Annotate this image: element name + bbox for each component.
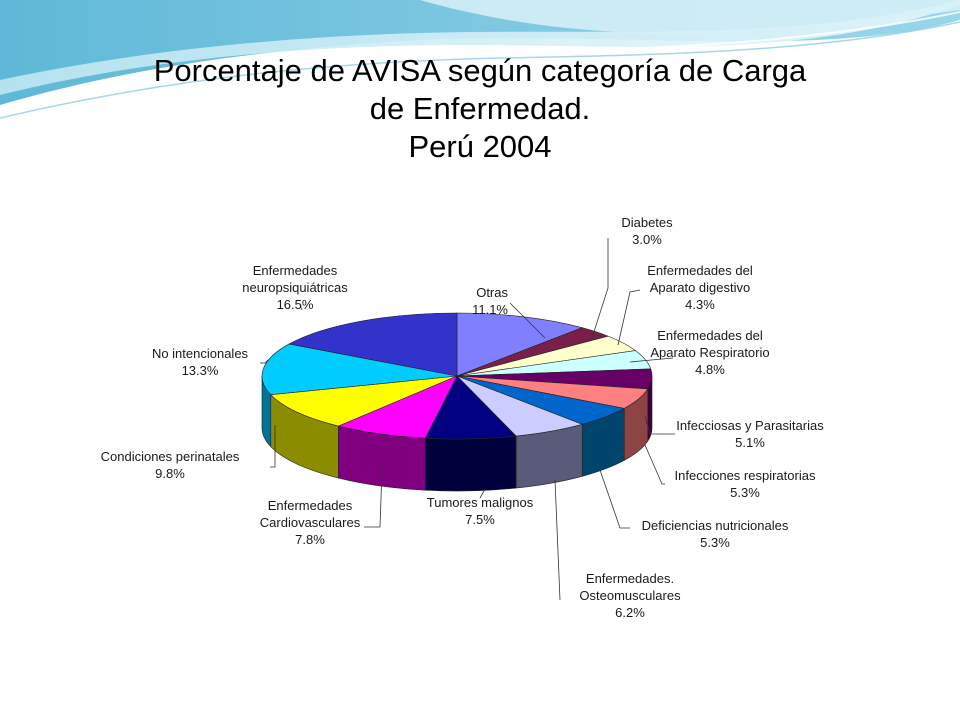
slice-category-label-7: Enfermedades. (586, 571, 674, 586)
slice-value-label-10: 9.8% (155, 466, 185, 481)
slice-category-label-7: Osteomusculares (579, 588, 681, 603)
slice-value-label-11: 13.3% (182, 363, 219, 378)
leader-line-9 (364, 469, 383, 528)
slice-value-label-6: 5.3% (700, 535, 730, 550)
slice-category-label-10: Condiciones perinatales (101, 449, 240, 464)
slice-category-label-1: Diabetes (621, 215, 673, 230)
slice-category-label-4: Infecciosas y Parasitarias (676, 418, 824, 433)
slice-value-label-0: 11.1% (472, 302, 508, 317)
leader-line-8 (479, 488, 486, 499)
pie-slice-11 (261, 343, 458, 396)
slice-category-label-2: Aparato digestivo (650, 280, 750, 295)
leader-line-12 (299, 304, 303, 311)
slice-category-label-8: Tumores malignos (427, 495, 534, 510)
slice-value-label-9: 7.8% (295, 532, 325, 547)
pie-slice-10 (270, 375, 458, 427)
leader-line-10 (270, 425, 276, 468)
slice-value-label-3: 4.8% (695, 362, 725, 377)
leader-line-7 (554, 479, 561, 601)
leader-line-11 (260, 359, 269, 364)
slice-value-label-5: 5.3% (730, 485, 760, 500)
slide-title: Porcentaje de AVISA según categoría de C… (60, 52, 900, 166)
slice-category-label-12: neuropsiquiátricas (242, 280, 348, 295)
slice-value-label-7: 6.2% (615, 605, 645, 620)
slice-category-label-11: No intencionales (152, 346, 249, 361)
slice-category-label-2: Enfermedades del (647, 263, 753, 278)
slice-category-label-5: Infecciones respiratorias (675, 468, 816, 483)
pie-side-8 (424, 435, 517, 492)
slice-value-label-8: 7.5% (465, 512, 495, 527)
leader-line-5 (644, 444, 665, 485)
leader-line-4 (644, 415, 675, 435)
slice-category-label-12: Enfermedades (253, 263, 338, 278)
leader-line-3 (629, 357, 674, 363)
slice-category-label-9: Enfermedades (268, 498, 353, 513)
pie-slice-12 (288, 312, 458, 377)
leader-line-6 (599, 469, 630, 529)
slice-value-label-4: 5.1% (735, 435, 765, 450)
slice-category-label-6: Deficiencias nutricionales (642, 518, 789, 533)
slide-title-line-3: Perú 2004 (408, 129, 552, 164)
decorative-wave-header (0, 0, 960, 119)
slice-value-label-2: 4.3% (685, 297, 715, 312)
pie-slice-9 (337, 375, 458, 439)
slice-value-label-1: 3.0% (632, 232, 662, 247)
slice-category-label-3: Enfermedades del (657, 328, 763, 343)
pie-chart-frame: Otras 11.1% Diabetes 3.0% Enfermedades del Ap… (90, 180, 875, 670)
leader-line-1 (591, 238, 609, 339)
slide-title-line-2: de Enfermedad. (369, 91, 591, 126)
slice-category-label-0: Otras (476, 285, 508, 300)
slice-category-label-3: Aparato Respiratorio (650, 345, 769, 360)
pie-chart: Otras 11.1% Diabetes 3.0% Enfermedades del Ap… (101, 215, 825, 620)
leader-line-0 (509, 302, 546, 339)
slide-title-line-1: Porcentaje de AVISA según categoría de C… (153, 53, 807, 88)
slice-category-label-9: Cardiovasculares (260, 515, 361, 530)
slice-value-label-12: 16.5% (277, 297, 314, 312)
leader-line-2 (617, 289, 641, 346)
